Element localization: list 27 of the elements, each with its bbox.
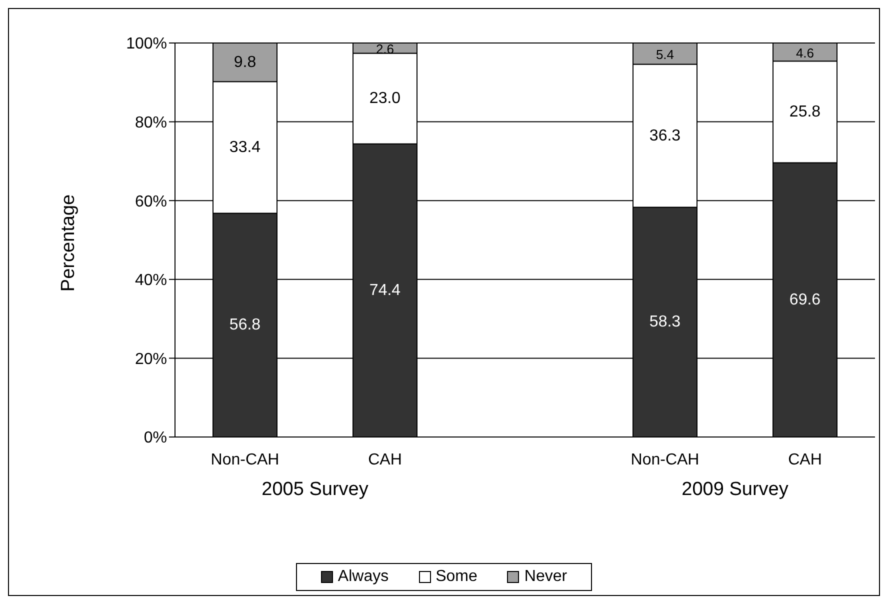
y-tick-label: 60%: [134, 193, 167, 210]
legend-label: Some: [434, 568, 478, 586]
data-label: 58.3: [649, 314, 681, 331]
y-tick-label: 100%: [126, 36, 167, 53]
data-label: 23.0: [369, 90, 401, 108]
data-label: 69.6: [789, 291, 821, 308]
x-tick-label: Non-CAH: [630, 451, 700, 468]
legend-label: Always: [336, 568, 389, 586]
y-tick-label: 20%: [134, 350, 167, 368]
data-label: 36.3: [649, 127, 681, 144]
data-label: 33.4: [229, 138, 261, 156]
data-label: 25.8: [789, 103, 821, 120]
legend-label: Never: [523, 568, 568, 586]
data-label: 5.4: [656, 47, 674, 62]
data-label: 56.8: [229, 316, 261, 334]
text: 2005 Survey: [262, 479, 368, 501]
y-tick-label: 0%: [144, 430, 167, 447]
data-label: 9.8: [234, 54, 256, 71]
text: 2009 Survey: [682, 479, 788, 501]
y-tick-label: 40%: [134, 272, 167, 290]
x-tick-label: Non-CAH: [210, 451, 280, 468]
x-tick-label: CAH: [788, 451, 822, 468]
data-label: 4.6: [796, 46, 814, 61]
y-axis-title: Percentage: [58, 194, 80, 292]
x-tick-label: CAH: [368, 451, 402, 468]
data-label: 74.4: [369, 282, 401, 299]
y-tick-label: 80%: [134, 114, 167, 132]
